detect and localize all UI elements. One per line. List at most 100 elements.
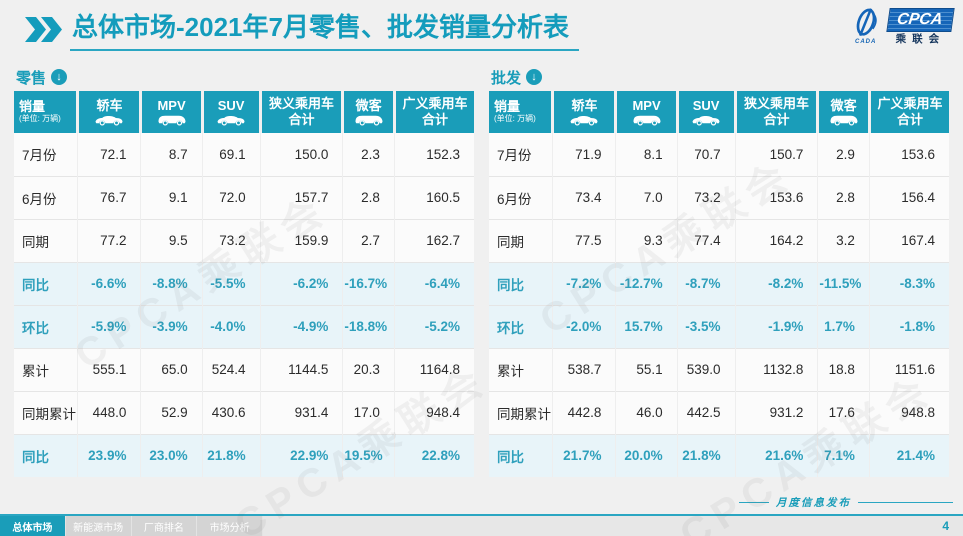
- wholesale-panel: 批发 ↓ 销量 (单位: 万辆) 轿车 MPV SUV 狭义乘用车 合计 微客 广义乘用车 合计 7…: [489, 66, 949, 477]
- cell-value: 9.1: [140, 175, 203, 219]
- footer-tab-inactive[interactable]: 新能源市场: [65, 516, 132, 536]
- column-header-mpv: MPV: [614, 91, 678, 133]
- cell-value: -3.9%: [140, 304, 203, 348]
- cell-value: 538.7: [552, 347, 616, 391]
- cell-value: 73.2: [676, 175, 736, 219]
- retail-table: 销量 (单位: 万辆) 轿车 MPV SUV 狭义乘用车 合计 微客 广义乘用车 合计 7月份 72.…: [14, 91, 474, 477]
- down-arrow-icon: ↓: [526, 69, 543, 85]
- cell-value: -5.2%: [393, 304, 474, 348]
- footer-tab-inactive[interactable]: 厂商排名: [131, 516, 198, 536]
- column-header-microvan: 微客: [816, 91, 870, 133]
- cell-value: 1144.5: [259, 347, 343, 391]
- down-arrow-icon: ↓: [51, 69, 68, 85]
- column-header-microvan: 微客: [341, 91, 395, 133]
- cpca-org-name: 乘联会: [895, 32, 946, 45]
- cell-value: 15.7%: [615, 304, 678, 348]
- row-label: 环比: [14, 304, 78, 348]
- cell-value: 22.8%: [393, 433, 474, 477]
- cell-value: 71.9: [552, 133, 616, 176]
- cell-value: -6.4%: [393, 261, 474, 305]
- cell-value: 23.0%: [140, 433, 203, 477]
- release-label: 月度信息发布: [776, 498, 851, 509]
- cell-value: 73.4: [552, 175, 616, 219]
- cell-value: 70.7: [676, 133, 736, 176]
- row-label: 环比: [489, 304, 553, 348]
- release-dash-right: [858, 502, 953, 503]
- double-chevron-icon: [25, 17, 62, 42]
- sales-unit-header: 销量 (单位: 万辆): [14, 91, 78, 133]
- cell-value: 448.0: [77, 390, 141, 434]
- cell-value: 164.2: [734, 218, 818, 262]
- mpv-icon: [632, 113, 662, 126]
- cell-value: -1.9%: [734, 304, 818, 348]
- cell-value: 2.9: [817, 133, 870, 176]
- cell-value: 7.1%: [817, 433, 870, 477]
- column-header-total: 广义乘用车 合计: [392, 91, 474, 133]
- cell-value: 1164.8: [393, 347, 474, 391]
- footer-tab-inactive[interactable]: 市场分析: [197, 516, 263, 536]
- retail-panel: 零售 ↓ 销量 (单位: 万辆) 轿车 MPV SUV 狭义乘用车 合计 微客 广义乘用车 合计 7…: [14, 66, 474, 477]
- cell-value: 21.8%: [676, 433, 736, 477]
- row-label: 同期累计: [489, 390, 553, 434]
- cell-value: -16.7%: [342, 261, 395, 305]
- title-bar: 总体市场-2021年7月零售、批发销量分析表 CADA CPCA 乘联会: [0, 0, 963, 62]
- table-row: 累计 538.7 55.1 539.0 1132.8 18.8 1151.6: [489, 347, 949, 391]
- cell-value: -8.2%: [734, 261, 818, 305]
- column-header-total: 狭义乘用车 合计: [733, 91, 818, 133]
- cell-value: 948.8: [868, 390, 949, 434]
- table-row: 同期累计 448.0 52.9 430.6 931.4 17.0 948.4: [14, 390, 474, 434]
- cell-value: 72.1: [77, 133, 141, 176]
- table-row: 同期 77.2 9.5 73.2 159.9 2.7 162.7: [14, 218, 474, 262]
- cell-value: 150.7: [734, 133, 818, 176]
- cell-value: 21.8%: [201, 433, 261, 477]
- cell-value: -3.5%: [676, 304, 736, 348]
- cell-value: 150.0: [259, 133, 343, 176]
- cell-value: 22.9%: [259, 433, 343, 477]
- cell-value: 65.0: [140, 347, 203, 391]
- cell-value: 21.6%: [734, 433, 818, 477]
- cell-value: 524.4: [201, 347, 261, 391]
- row-label: 同期: [14, 218, 78, 262]
- cell-value: 153.6: [868, 133, 949, 176]
- cell-value: -6.2%: [259, 261, 343, 305]
- cell-value: 21.7%: [552, 433, 616, 477]
- row-label: 同比: [14, 261, 78, 305]
- cell-value: -1.8%: [868, 304, 949, 348]
- table-row: 7月份 71.9 8.1 70.7 150.7 2.9 153.6: [489, 133, 949, 176]
- table-row: 环比 -2.0% 15.7% -3.5% -1.9% 1.7% -1.8%: [489, 304, 949, 348]
- cell-value: 156.4: [868, 175, 949, 219]
- cell-value: 2.7: [342, 218, 395, 262]
- cell-value: 46.0: [615, 390, 678, 434]
- retail-section-label: 零售: [16, 69, 47, 87]
- cpca-logo: CADA CPCA 乘联会: [849, 7, 955, 45]
- sedan-icon: [569, 113, 599, 126]
- page-number: 4: [942, 519, 949, 533]
- cell-value: 160.5: [393, 175, 474, 219]
- cell-value: -5.9%: [77, 304, 141, 348]
- footer-tab-active[interactable]: 总体市场: [0, 516, 66, 536]
- cell-value: 442.5: [676, 390, 736, 434]
- row-label: 累计: [489, 347, 553, 391]
- cell-value: 1151.6: [868, 347, 949, 391]
- cell-value: 55.1: [615, 347, 678, 391]
- wholesale-section-label: 批发: [491, 69, 522, 87]
- cell-value: 20.3: [342, 347, 395, 391]
- column-header-sedan: 轿车: [551, 91, 616, 133]
- sedan-icon: [94, 113, 124, 126]
- cell-value: -6.6%: [77, 261, 141, 305]
- microvan-icon: [354, 113, 384, 126]
- cell-value: -8.3%: [868, 261, 949, 305]
- tables-area: 零售 ↓ 销量 (单位: 万辆) 轿车 MPV SUV 狭义乘用车 合计 微客 广义乘用车 合计 7…: [0, 66, 963, 477]
- page-title: 总体市场-2021年7月零售、批发销量分析表: [70, 12, 579, 51]
- cell-value: 157.7: [259, 175, 343, 219]
- table-row: 同比 -6.6% -8.8% -5.5% -6.2% -16.7% -6.4%: [14, 261, 474, 305]
- row-label: 同比: [14, 433, 78, 477]
- row-label: 6月份: [489, 175, 553, 219]
- row-label: 同比: [489, 433, 553, 477]
- emblem-caption: CADA: [854, 39, 877, 45]
- cell-value: 442.8: [552, 390, 616, 434]
- column-header-total: 狭义乘用车 合计: [258, 91, 343, 133]
- cell-value: -4.9%: [259, 304, 343, 348]
- cell-value: 8.1: [615, 133, 678, 176]
- cell-value: 1132.8: [734, 347, 818, 391]
